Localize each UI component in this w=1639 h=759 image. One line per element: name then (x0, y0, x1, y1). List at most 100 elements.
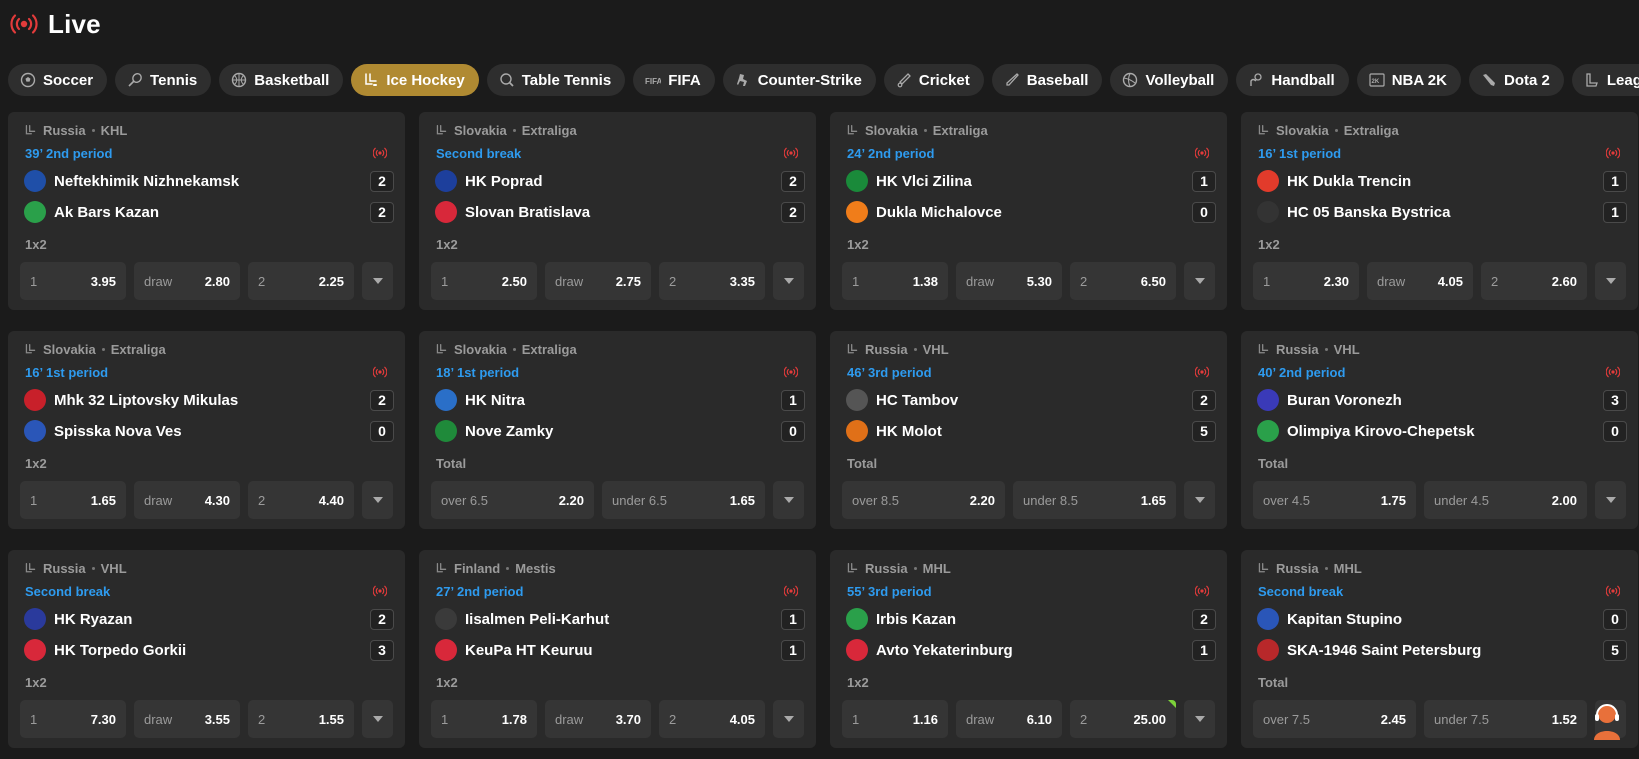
league-breadcrumb[interactable]: Slovakia Extraliga (1257, 123, 1399, 138)
home-team-row[interactable]: Kapitan Stupino 0 (1257, 607, 1627, 631)
odds-button[interactable]: draw 6.10 (956, 700, 1062, 738)
away-team-row[interactable]: Olimpiya Kirovo-Chepetsk 0 (1257, 419, 1627, 443)
away-team-row[interactable]: Avto Yekaterinburg 1 (846, 638, 1216, 662)
odds-button[interactable]: 2 2.60 (1481, 262, 1587, 300)
match-card[interactable]: Russia VHL 46’ 3rd period HC Tambov 2 HK Molo… (830, 331, 1227, 529)
odds-button[interactable]: under 6.5 1.65 (602, 481, 765, 519)
tab-nba-2k[interactable]: 2K NBA 2K (1356, 64, 1461, 96)
match-card[interactable]: Russia MHL Second break Kapitan Stupino 0 SKA… (1241, 550, 1638, 748)
match-card[interactable]: Slovakia Extraliga 16’ 1st period HK Dukla … (1241, 112, 1638, 310)
odds-button[interactable]: over 7.5 2.45 (1253, 700, 1416, 738)
live-broadcast-icon[interactable] (1194, 146, 1210, 159)
odds-button[interactable]: 1 1.78 (431, 700, 537, 738)
live-broadcast-icon[interactable] (1605, 146, 1621, 159)
odds-button[interactable]: over 6.5 2.20 (431, 481, 594, 519)
league-breadcrumb[interactable]: Russia VHL (24, 561, 127, 576)
odds-button[interactable]: over 4.5 1.75 (1253, 481, 1416, 519)
away-team-row[interactable]: KeuPa HT Keuruu 1 (435, 638, 805, 662)
league-breadcrumb[interactable]: Russia VHL (846, 342, 949, 357)
home-team-row[interactable]: Irbis Kazan 2 (846, 607, 1216, 631)
odds-button[interactable]: 2 25.00 (1070, 700, 1176, 738)
live-broadcast-icon[interactable] (1194, 365, 1210, 378)
odds-button[interactable]: over 8.5 2.20 (842, 481, 1005, 519)
live-broadcast-icon[interactable] (783, 146, 799, 159)
league-breadcrumb[interactable]: Slovakia Extraliga (435, 342, 577, 357)
odds-button[interactable]: under 4.5 2.00 (1424, 481, 1587, 519)
tab-dota-2[interactable]: Dota 2 (1469, 64, 1564, 96)
tab-table-tennis[interactable]: Table Tennis (486, 64, 626, 96)
tab-ice-hockey[interactable]: Ice Hockey (351, 64, 479, 96)
odds-button[interactable]: draw 3.70 (545, 700, 651, 738)
odds-button[interactable]: 1 2.30 (1253, 262, 1359, 300)
tab-soccer[interactable]: Soccer (8, 64, 108, 96)
match-card[interactable]: Finland Mestis 27’ 2nd period Iisalmen Peli… (419, 550, 816, 748)
odds-button[interactable]: under 7.5 1.52 (1424, 700, 1587, 738)
odds-button[interactable]: under 8.5 1.65 (1013, 481, 1176, 519)
live-broadcast-icon[interactable] (783, 584, 799, 597)
live-broadcast-icon[interactable] (372, 146, 388, 159)
league-breadcrumb[interactable]: Russia KHL (24, 123, 127, 138)
odds-button[interactable]: 2 4.40 (248, 481, 354, 519)
tab-volleyball[interactable]: Volleyball (1110, 64, 1229, 96)
more-markets-button[interactable] (362, 481, 393, 519)
odds-button[interactable]: draw 2.75 (545, 262, 651, 300)
more-markets-button[interactable] (1595, 262, 1626, 300)
odds-button[interactable]: draw 4.30 (134, 481, 240, 519)
odds-button[interactable]: 1 1.16 (842, 700, 948, 738)
tab-tennis[interactable]: Tennis (115, 64, 212, 96)
home-team-row[interactable]: HK Vlci Zilina 1 (846, 169, 1216, 193)
live-broadcast-icon[interactable] (372, 584, 388, 597)
match-card[interactable]: Russia VHL 40’ 2nd period Buran Voronezh 3 Ol… (1241, 331, 1638, 529)
more-markets-button[interactable] (1184, 700, 1215, 738)
tab-basketball[interactable]: Basketball (219, 64, 344, 96)
home-team-row[interactable]: Neftekhimik Nizhnekamsk 2 (24, 169, 394, 193)
home-team-row[interactable]: HK Poprad 2 (435, 169, 805, 193)
more-markets-button[interactable] (362, 700, 393, 738)
match-card[interactable]: Russia VHL Second break HK Ryazan 2 HK Torped… (8, 550, 405, 748)
home-team-row[interactable]: Buran Voronezh 3 (1257, 388, 1627, 412)
away-team-row[interactable]: Spisska Nova Ves 0 (24, 419, 394, 443)
odds-button[interactable]: draw 5.30 (956, 262, 1062, 300)
more-markets-button[interactable] (1595, 481, 1626, 519)
away-team-row[interactable]: Ak Bars Kazan 2 (24, 200, 394, 224)
match-card[interactable]: Slovakia Extraliga 16’ 1st period Mhk 32 Li… (8, 331, 405, 529)
more-markets-button[interactable] (773, 262, 804, 300)
away-team-row[interactable]: HK Torpedo Gorkii 3 (24, 638, 394, 662)
away-team-row[interactable]: Dukla Michalovce 0 (846, 200, 1216, 224)
away-team-row[interactable]: HC 05 Banska Bystrica 1 (1257, 200, 1627, 224)
odds-button[interactable]: 2 6.50 (1070, 262, 1176, 300)
odds-button[interactable]: draw 4.05 (1367, 262, 1473, 300)
league-breadcrumb[interactable]: Finland Mestis (435, 561, 556, 576)
home-team-row[interactable]: HK Nitra 1 (435, 388, 805, 412)
odds-button[interactable]: 1 2.50 (431, 262, 537, 300)
live-broadcast-icon[interactable] (1605, 584, 1621, 597)
home-team-row[interactable]: Mhk 32 Liptovsky Mikulas 2 (24, 388, 394, 412)
home-team-row[interactable]: HK Dukla Trencin 1 (1257, 169, 1627, 193)
odds-button[interactable]: 2 2.25 (248, 262, 354, 300)
odds-button[interactable]: 2 4.05 (659, 700, 765, 738)
odds-button[interactable]: 2 3.35 (659, 262, 765, 300)
away-team-row[interactable]: HK Molot 5 (846, 419, 1216, 443)
more-markets-button[interactable] (773, 481, 804, 519)
tab-handball[interactable]: Handball (1236, 64, 1349, 96)
odds-button[interactable]: 1 1.65 (20, 481, 126, 519)
odds-button[interactable]: 1 7.30 (20, 700, 126, 738)
match-card[interactable]: Slovakia Extraliga 24’ 2nd period HK Vlci Z… (830, 112, 1227, 310)
away-team-row[interactable]: Slovan Bratislava 2 (435, 200, 805, 224)
home-team-row[interactable]: HC Tambov 2 (846, 388, 1216, 412)
home-team-row[interactable]: HK Ryazan 2 (24, 607, 394, 631)
live-broadcast-icon[interactable] (1194, 584, 1210, 597)
match-card[interactable]: Slovakia Extraliga 18’ 1st period HK Nitra 1… (419, 331, 816, 529)
away-team-row[interactable]: Nove Zamky 0 (435, 419, 805, 443)
odds-button[interactable]: draw 3.55 (134, 700, 240, 738)
tab-baseball[interactable]: Baseball (991, 64, 1103, 96)
match-card[interactable]: Russia MHL 55’ 3rd period Irbis Kazan 2 Avto … (830, 550, 1227, 748)
more-markets-button[interactable] (362, 262, 393, 300)
league-breadcrumb[interactable]: Slovakia Extraliga (24, 342, 166, 357)
tab-cricket[interactable]: Cricket (883, 64, 984, 96)
tab-league-of-legends[interactable]: League of Legends (1571, 64, 1639, 96)
more-markets-button[interactable] (1184, 262, 1215, 300)
league-breadcrumb[interactable]: Russia VHL (1257, 342, 1360, 357)
odds-button[interactable]: 1 3.95 (20, 262, 126, 300)
match-card[interactable]: Russia KHL 39’ 2nd period Neftekhimik Nizhn… (8, 112, 405, 310)
